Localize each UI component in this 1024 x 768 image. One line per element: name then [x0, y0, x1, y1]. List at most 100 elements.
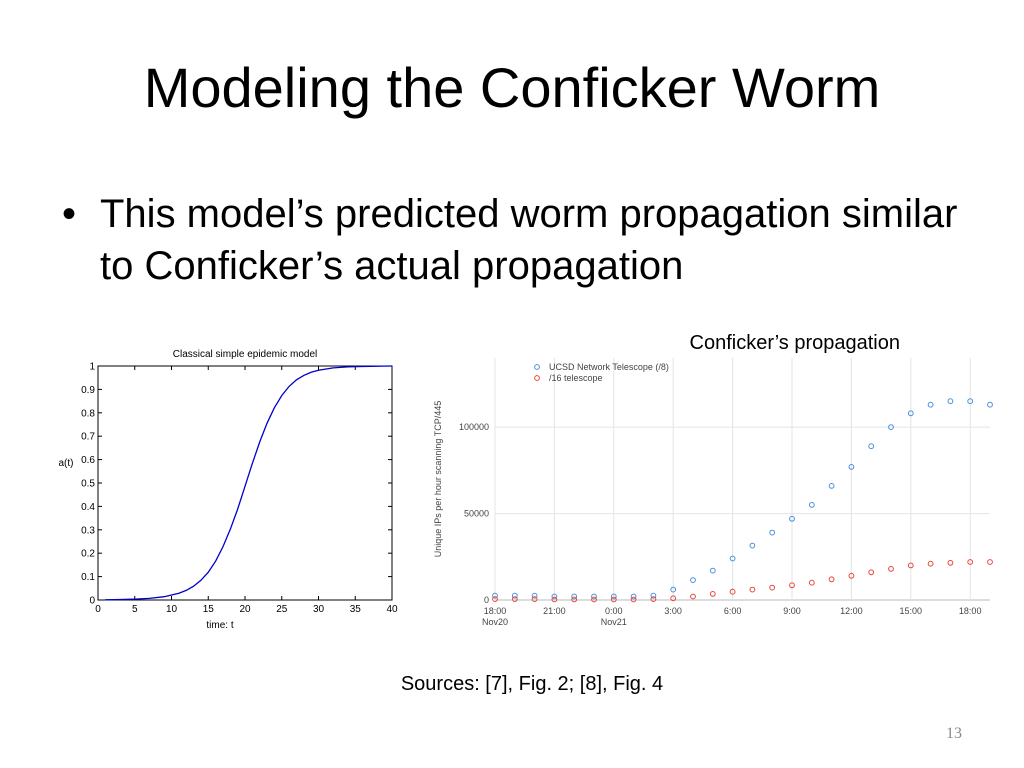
data-point-series-0: [848, 464, 855, 470]
conficker-propagation-chart: Conficker’s propagation 0 50000 100000 18:00…: [433, 332, 993, 627]
x-tick-label: 18:00: [959, 606, 982, 616]
data-point-series-1: [571, 596, 578, 603]
data-point-series-1: [511, 596, 518, 603]
data-point-series-0: [789, 515, 795, 522]
x-tick-label: 3:00: [664, 606, 682, 616]
data-point-series-1: [769, 584, 776, 591]
data-point-series-1: [828, 576, 835, 583]
data-point-series-0: [690, 577, 696, 584]
data-point-series-1: [808, 579, 815, 586]
data-point-series-1: [927, 560, 934, 567]
x-tick-label: 21:00: [543, 606, 566, 616]
y-tick-label: 50000: [464, 509, 489, 519]
y-tick-label: 0: [484, 595, 489, 605]
data-point-series-1: [630, 596, 637, 603]
data-point-series-1: [907, 562, 914, 569]
data-point-series-0: [749, 542, 756, 549]
data-point-series-0: [808, 502, 815, 508]
x-tick-label: 25: [276, 604, 288, 615]
x-tick-label: 18:00: [484, 606, 507, 616]
data-point-series-0: [551, 593, 558, 600]
bullet-marker: •: [62, 192, 77, 236]
data-point-series-0: [630, 593, 637, 600]
data-point-series-0: [670, 586, 677, 593]
x-tick-label: 12:00: [840, 606, 863, 616]
data-point-series-1: [947, 559, 954, 566]
data-point-series-0: [709, 567, 716, 574]
data-point-series-0: [511, 592, 518, 599]
data-point-series-1: [967, 559, 974, 565]
y-tick-label: 0: [89, 596, 95, 607]
data-point-series-1: [551, 596, 558, 603]
y-tick-label: 0.3: [81, 525, 95, 536]
y-axis-label: a(t): [59, 458, 74, 469]
data-point-series-1: [709, 591, 716, 597]
x-tick-sublabel: Nov21: [601, 617, 627, 627]
x-tick-label: 30: [313, 604, 325, 615]
data-point-series-1: [610, 596, 617, 603]
bullet-text: This model’s predicted worm propagation …: [100, 192, 958, 288]
x-tick-label: 9:00: [783, 606, 801, 616]
x-tick-label: 20: [239, 604, 251, 615]
data-point-series-0: [828, 483, 835, 489]
data-point-series-1: [749, 586, 756, 593]
y-tick-label: 0.9: [81, 385, 95, 396]
chart-title: Conficker’s propagation: [690, 332, 901, 354]
plot-frame: [97, 365, 393, 601]
data-point-series-1: [729, 588, 736, 595]
x-tick-label: 0: [95, 604, 101, 615]
data-point-series-1: [690, 593, 696, 600]
data-point-series-0: [947, 398, 954, 405]
y-tick-label: 1: [89, 362, 95, 373]
x-tick-label: 0:00: [605, 606, 623, 616]
y-tick-label: 0.2: [81, 549, 95, 560]
data-point-series-0: [868, 443, 875, 450]
y-tick-label: 0.5: [81, 479, 95, 490]
data-point-series-0: [888, 424, 894, 430]
x-tick-label: 5: [132, 604, 138, 615]
data-point-series-0: [987, 401, 993, 408]
data-point-series-1: [888, 566, 894, 572]
y-tick-label: 100000: [459, 422, 489, 432]
data-point-series-1: [848, 572, 855, 579]
data-point-series-1: [650, 596, 657, 603]
data-point-series-0: [531, 592, 538, 599]
x-tick-label: 35: [350, 604, 362, 615]
data-point-series-0: [769, 529, 776, 536]
x-axis-label: time: t: [206, 620, 233, 631]
x-tick-label: 15: [203, 604, 215, 615]
data-point-series-0: [571, 593, 578, 600]
slide-title: Modeling the Conficker Worm: [143, 56, 881, 119]
data-point-series-1: [670, 595, 677, 602]
chart-title: Classical simple epidemic model: [173, 349, 318, 360]
data-point-series-0: [729, 555, 736, 562]
y-tick-label: 0.7: [81, 432, 95, 443]
legend-marker-1: [534, 375, 540, 381]
y-tick-label: 0.1: [81, 572, 95, 583]
data-point-series-0: [610, 593, 617, 600]
x-tick-label: 40: [386, 604, 398, 615]
data-point-series-0: [967, 398, 974, 405]
legend: UCSD Network Telescope (/8)/16 telescope: [534, 362, 669, 383]
data-point-series-1: [987, 559, 993, 565]
data-point-series-1: [492, 596, 498, 603]
data-point-series-1: [789, 582, 795, 589]
x-tick-label: 10: [166, 604, 178, 615]
slide-number: 13: [946, 725, 962, 742]
sources-caption: Sources: [7], Fig. 2; [8], Fig. 4: [400, 673, 664, 695]
x-tick-label: 6:00: [724, 606, 742, 616]
data-point-series-0: [650, 592, 657, 599]
legend-label-1: /16 telescope: [549, 373, 603, 383]
legend-label-0: UCSD Network Telescope (/8): [549, 362, 669, 372]
y-axis-label: Unique IPs per hour scanning TCP/445: [433, 401, 443, 557]
x-tick-label: 15:00: [900, 606, 923, 616]
y-tick-label: 0.6: [81, 455, 95, 466]
data-point-series-1: [591, 596, 597, 603]
series-line-0: [105, 365, 393, 601]
data-point-series-0: [907, 410, 914, 417]
legend-marker-0: [534, 364, 540, 370]
data-point-series-0: [492, 592, 498, 599]
data-point-series-0: [927, 401, 934, 408]
y-tick-label: 0.4: [81, 502, 95, 513]
